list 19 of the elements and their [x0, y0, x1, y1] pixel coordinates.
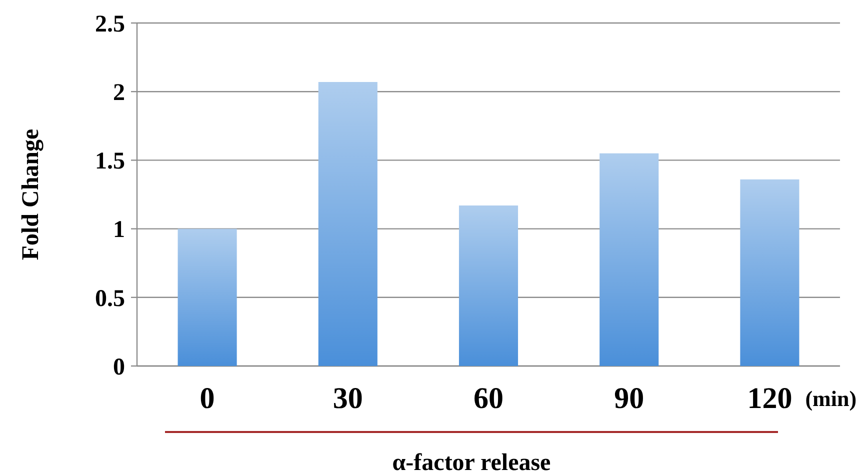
bar	[740, 179, 800, 366]
bar	[178, 228, 237, 366]
y-tick-label: 1.5	[95, 148, 125, 175]
x-tick-label: 90	[614, 382, 644, 415]
x-tick-label: 30	[332, 382, 363, 415]
x-tick-label: 120	[747, 382, 792, 415]
x-axis-title: α-factor release	[392, 450, 552, 476]
x-tick-label: 0	[200, 382, 215, 415]
y-tick-label: 0.5	[95, 286, 125, 312]
y-axis-title: Fold Change	[18, 128, 44, 260]
x-tick-label: 60	[474, 382, 504, 415]
y-tick-label: 2	[113, 80, 125, 106]
y-tick-label: 1	[113, 217, 125, 244]
bar	[600, 153, 659, 366]
y-tick-label: 0	[113, 354, 125, 380]
bar	[318, 82, 378, 366]
bar	[458, 205, 518, 366]
y-tick-label: 2.5	[95, 11, 125, 38]
text: (min)	[805, 386, 857, 411]
